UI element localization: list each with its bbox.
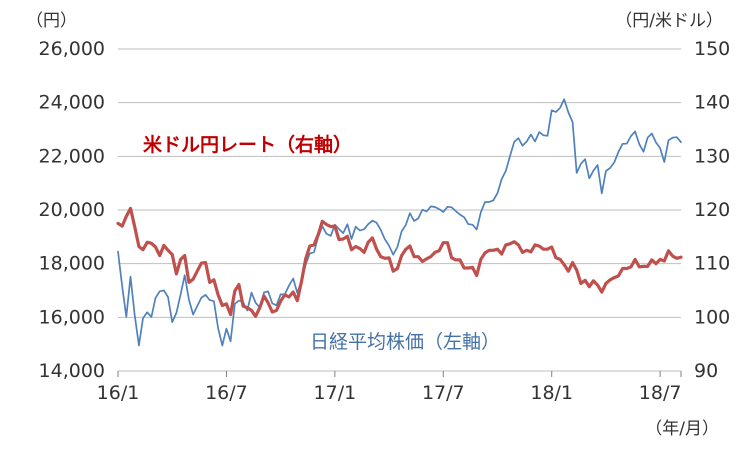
right-axis-tick-label: 150 [694,38,730,60]
x-axis-tick-label: 16/1 [97,382,140,404]
left-axis-tick-label: 14,000 [39,360,105,382]
left-axis-tick-label: 20,000 [39,199,105,221]
x-axis-unit-label: （年/月） [645,419,719,439]
nikkei-series-label: 日経平均株価（左軸） [310,331,501,353]
nikkei-line [117,98,682,347]
x-axis-tick-label: 18/7 [639,382,682,404]
x-axis-tick-label: 18/1 [530,382,573,404]
right-axis-unit-label: （円/米ドル） [615,11,723,31]
right-axis-tick-label: 120 [694,199,730,221]
right-axis-tick-label: 140 [694,92,730,114]
right-axis-tick-label: 100 [694,306,730,328]
left-axis-tick-label: 24,000 [39,92,105,114]
right-axis-tick-label: 90 [694,360,718,382]
left-axis-tick-label: 18,000 [39,253,105,275]
left-axis-tick-label: 26,000 [39,38,105,60]
left-axis-tick-label: 22,000 [39,145,105,167]
x-axis-tick-label: 17/7 [422,382,465,404]
right-axis-tick-label: 110 [694,253,730,275]
usdjpy-series-label: 米ドル円レート（右軸） [143,134,353,156]
left-axis-unit-label: （円） [26,11,77,31]
left-axis-tick-label: 16,000 [39,306,105,328]
x-axis-tick-label: 17/1 [314,382,357,404]
right-axis-tick-label: 130 [694,145,730,167]
usdjpy-line [116,206,683,318]
x-axis-tick-label: 16/7 [205,382,248,404]
